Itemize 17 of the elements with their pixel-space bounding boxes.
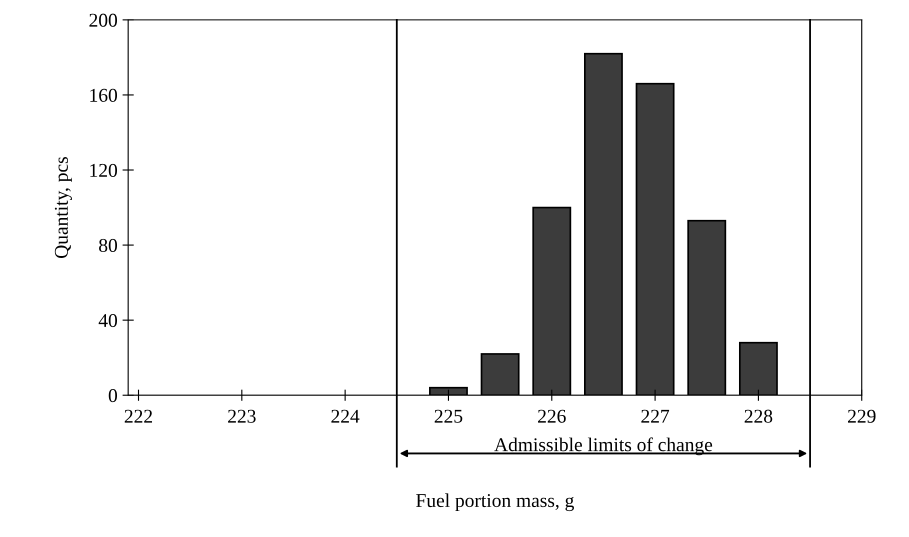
x-tick-label: 226	[538, 410, 566, 423]
y-tick-label: 40	[98, 314, 118, 328]
x-tick-label: 223	[228, 410, 256, 423]
y-tick-label: 160	[90, 88, 118, 102]
y-tick-label: 200	[89, 14, 118, 27]
y-tick-label: 0	[108, 389, 118, 402]
text: Admissible limits of change	[494, 437, 712, 456]
x-tick-label: 227	[641, 410, 670, 423]
y-axis-title: Quantity, pcs	[54, 157, 72, 258]
x-tick-label: 224	[331, 410, 360, 423]
x-axis-title: Fuel portion mass, g	[416, 493, 574, 512]
x-tick-label: 225	[434, 410, 462, 423]
y-tick-label: 80	[99, 238, 118, 252]
x-tick-label: 222	[124, 410, 152, 423]
x-tick-label: 229	[848, 410, 876, 423]
x-tick-label: 228	[744, 410, 772, 423]
y-tick-label: 120	[90, 164, 118, 177]
